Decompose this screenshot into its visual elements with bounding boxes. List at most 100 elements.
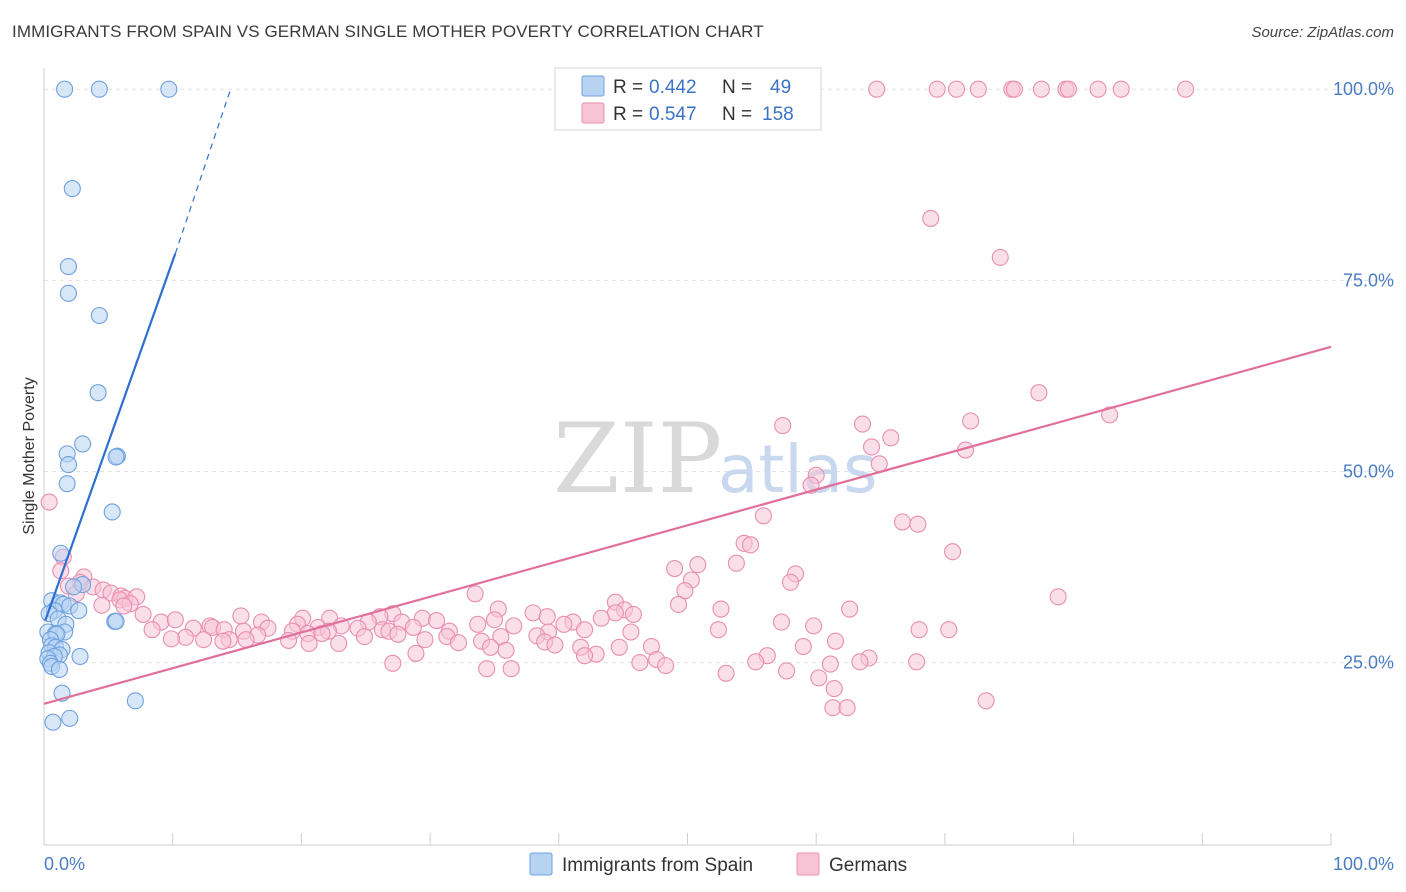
germans-point-26 (754, 507, 772, 525)
spain-point-5 (59, 284, 78, 302)
germans-point-126 (214, 632, 232, 650)
y-tick-label-25: 25.0% (1343, 653, 1394, 673)
germans-point-153 (778, 662, 796, 680)
germans-point-156 (825, 680, 843, 698)
source-attribution[interactable]: Source: ZipAtlas.com (1251, 24, 1394, 41)
germans-point-158 (824, 699, 842, 717)
germans-point-161 (502, 660, 520, 678)
watermark-zip: ZIP (553, 403, 722, 515)
legend-r-value-1: 0.442 (649, 77, 697, 98)
watermark-atlas: atlas (718, 431, 878, 508)
germans-point-157 (977, 692, 995, 710)
germans-point-67 (624, 605, 642, 623)
germans-point-130 (449, 634, 467, 652)
spain-point-40 (71, 647, 89, 666)
germans-point-65 (524, 604, 542, 622)
germans-point-108 (940, 621, 958, 639)
germans-point-54 (1049, 588, 1067, 606)
germans-point-55 (93, 596, 111, 614)
y-tick-label-75: 75.0% (1343, 270, 1394, 290)
germans-point-85 (469, 615, 487, 633)
trendlines (43, 89, 1332, 705)
germans-point-30 (742, 536, 760, 554)
germans-point-28 (909, 515, 927, 533)
spain-point-13 (58, 475, 76, 493)
y-axis-label: Single Mother Poverty (21, 377, 38, 534)
spain-point-7 (89, 384, 107, 402)
germans-point-20 (862, 438, 881, 456)
germans-point-31 (944, 543, 962, 561)
germans-point-92 (404, 618, 422, 636)
germans-point-18 (962, 412, 980, 430)
spain-point-0 (56, 80, 74, 98)
germans-point-82 (772, 613, 791, 631)
germans-point-60 (712, 600, 730, 618)
germans-point-139 (497, 641, 515, 659)
legend-r-label-1: R = (613, 77, 643, 98)
germans-point-152 (657, 657, 675, 675)
germans-point-16 (774, 417, 792, 435)
legend-n-label-2: N = (722, 104, 752, 125)
germans-point-91 (805, 617, 823, 635)
spain-point-1 (90, 80, 108, 98)
germans-point-27 (893, 513, 911, 531)
bottom-legend-immigrants-from-spain: Immigrants from Spain (562, 855, 753, 876)
germans-point-41 (781, 573, 800, 591)
trendline-spain (44, 253, 177, 621)
bottom-legend-swatch-blue (529, 852, 553, 876)
germans-point-61 (841, 600, 859, 618)
germans-point-136 (610, 638, 628, 656)
germans-point-9 (1089, 80, 1107, 98)
germans-point-6 (1032, 80, 1050, 98)
germans-point-57 (669, 595, 688, 614)
spain-point-8 (74, 435, 92, 453)
spain-point-10 (59, 456, 78, 474)
germans-point-33 (727, 554, 745, 572)
y-tick-label-100: 100.0% (1333, 79, 1394, 99)
spain-point-12 (107, 448, 125, 466)
x-tick-label-max: 100.0% (1333, 854, 1394, 874)
germans-point-155 (810, 669, 828, 687)
gridlines (44, 88, 1394, 664)
germans-point-89 (505, 617, 523, 635)
germans-point-11 (1177, 80, 1195, 98)
y-tick-labels: 25.0% 50.0% 75.0% 100.0% (1333, 79, 1394, 672)
germans-point-2 (947, 80, 966, 98)
bottom-legend: Immigrants from Spain Germans (529, 852, 907, 876)
germans-point-159 (838, 699, 856, 717)
germans-point-35 (666, 559, 684, 578)
germans-point-150 (384, 654, 402, 672)
spain-point-17 (65, 578, 83, 596)
spain-point-3 (63, 180, 81, 198)
legend-swatch-pink (581, 102, 605, 124)
y-tick-label-50: 50.0% (1343, 461, 1394, 481)
legend-n-value-2: 158 (762, 104, 794, 125)
spain-point-4 (59, 258, 78, 276)
germans-point-22 (870, 455, 888, 473)
watermark: ZIP atlas (553, 403, 878, 515)
x-axis-ticks (43, 833, 1332, 845)
spain-point-27 (107, 612, 125, 630)
germans-point-131 (300, 634, 318, 653)
germans-point-5 (1005, 80, 1023, 98)
germans-point-68 (538, 608, 556, 626)
germans-point-15 (1101, 406, 1119, 424)
germans-point-0 (868, 80, 886, 98)
germans-point-19 (882, 429, 900, 447)
series-germans (40, 80, 1195, 717)
germans-point-34 (689, 556, 707, 574)
germans-point-135 (794, 637, 812, 656)
trendline-germans (43, 345, 1332, 705)
spain-point-47 (61, 709, 79, 727)
germans-point-132 (330, 634, 348, 653)
trendline-spain-extension (174, 89, 232, 254)
bottom-legend-germans: Germans (829, 855, 907, 876)
germans-point-45 (676, 582, 694, 600)
germans-point-121 (416, 631, 434, 649)
germans-point-106 (709, 621, 727, 639)
germans-point-160 (478, 660, 496, 678)
germans-point-77 (427, 611, 446, 630)
spain-point-23 (70, 602, 88, 620)
germans-point-100 (575, 621, 594, 639)
